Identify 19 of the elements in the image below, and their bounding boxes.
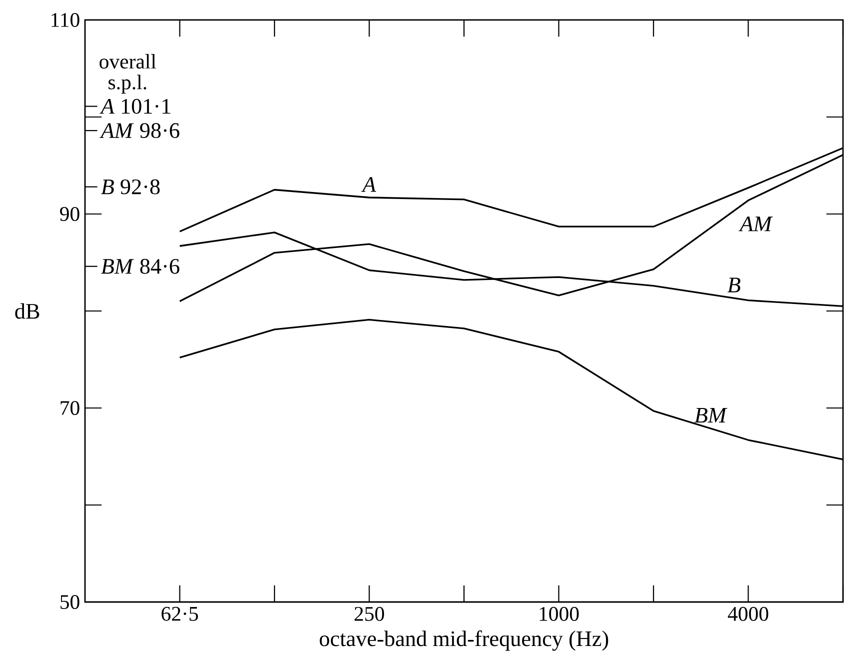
ref-line-label: AM 98·6 xyxy=(100,123,180,138)
y-tick-label: 50 xyxy=(60,595,80,609)
x-axis-title: octave-band mid-frequency (Hz) xyxy=(320,630,608,651)
x-tick-label: 62·5 xyxy=(162,606,198,621)
x-tick-label: 4000 xyxy=(728,606,768,621)
ref-line-label: BM 84·6 xyxy=(101,258,180,274)
y-tick-label: 90 xyxy=(60,206,80,221)
y-axis-title: dB xyxy=(15,303,40,319)
x-tick-label: 1000 xyxy=(540,606,579,621)
annotation: overall s.p.l. xyxy=(100,54,156,94)
ref-line-label: B 92·8 xyxy=(101,179,160,194)
series-label: AM xyxy=(738,216,773,232)
ref-line-label: A 101·1 xyxy=(100,98,170,114)
series-label: BM xyxy=(694,408,728,423)
series-label: A xyxy=(361,177,376,192)
x-tick-label: 250 xyxy=(354,606,384,621)
y-tick-label: 70 xyxy=(60,400,80,415)
series-label: B xyxy=(727,278,740,292)
y-tick-label: 110 xyxy=(52,12,80,27)
